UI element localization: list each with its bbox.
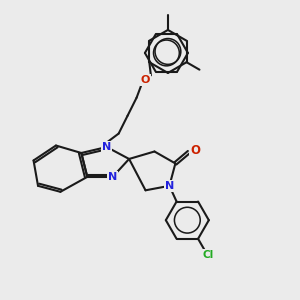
Text: N: N xyxy=(108,172,117,182)
Text: Cl: Cl xyxy=(202,250,214,260)
Text: N: N xyxy=(102,142,111,152)
Text: O: O xyxy=(190,144,200,157)
Text: N: N xyxy=(165,181,174,191)
Text: O: O xyxy=(141,75,150,85)
